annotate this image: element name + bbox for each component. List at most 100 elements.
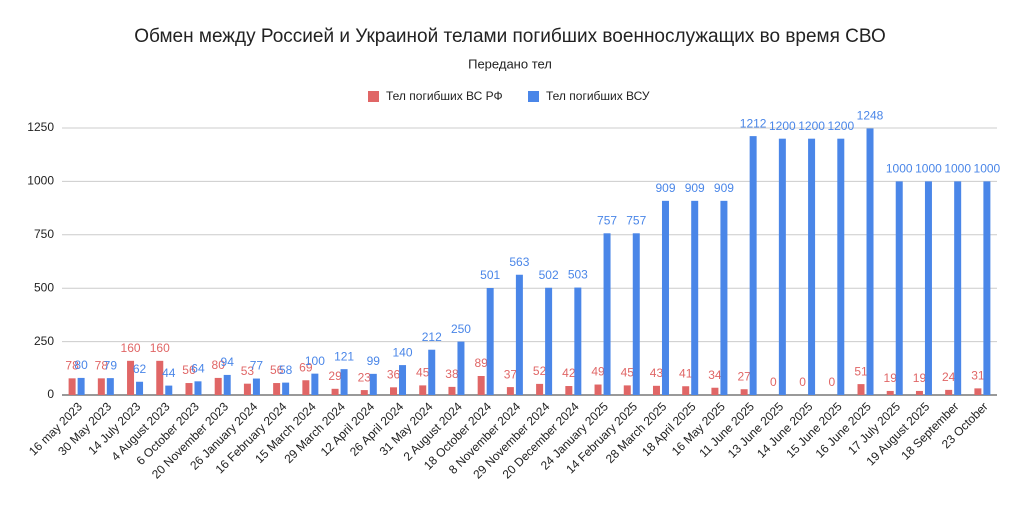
y-tick-label: 0 (47, 387, 54, 401)
value-label: 503 (568, 268, 588, 282)
value-label: 757 (597, 213, 617, 227)
bar (711, 387, 719, 395)
value-label: 0 (828, 375, 835, 389)
bar (720, 200, 728, 395)
bar (311, 373, 319, 395)
value-label: 1000 (944, 162, 971, 176)
value-label: 69 (299, 360, 313, 374)
value-label: 160 (150, 341, 170, 355)
value-label: 51 (854, 364, 868, 378)
value-label: 78 (95, 359, 109, 373)
legend-swatch (528, 91, 539, 102)
value-label: 41 (679, 366, 693, 380)
bar (661, 200, 669, 395)
value-label: 79 (104, 358, 118, 372)
value-label: 36 (387, 367, 401, 381)
value-label: 58 (279, 363, 293, 377)
bar (127, 360, 135, 395)
value-label: 909 (714, 181, 734, 195)
value-label: 757 (626, 213, 646, 227)
value-label: 89 (474, 356, 488, 370)
y-tick-label: 1250 (27, 120, 54, 134)
legend-label: Тел погибших ВСУ (546, 89, 650, 103)
value-label: 56 (270, 363, 284, 377)
value-label: 80 (212, 358, 226, 372)
bar (682, 386, 690, 395)
bar (924, 181, 932, 395)
value-label: 160 (121, 341, 141, 355)
value-label: 31 (971, 369, 985, 383)
value-label: 24 (942, 370, 956, 384)
value-label: 100 (305, 354, 325, 368)
bar (506, 387, 514, 395)
y-tick-label: 750 (34, 227, 54, 241)
bar (857, 384, 865, 395)
value-label: 140 (393, 345, 413, 359)
bar (97, 378, 105, 395)
bar (983, 181, 991, 395)
value-label: 99 (367, 354, 381, 368)
value-label: 563 (509, 255, 529, 269)
bar (185, 383, 193, 395)
value-label: 1212 (740, 116, 767, 130)
bar (594, 384, 602, 395)
value-label: 38 (445, 367, 459, 381)
bar (340, 369, 348, 395)
y-tick-label: 500 (34, 280, 54, 294)
legend-label: Тел погибших ВС РФ (386, 89, 503, 103)
bar (457, 341, 465, 395)
bar (156, 360, 164, 395)
bar (691, 200, 699, 395)
value-label: 23 (358, 370, 372, 384)
legend-swatch (368, 91, 379, 102)
bar (390, 387, 398, 395)
value-label: 52 (533, 364, 547, 378)
bar (603, 233, 611, 395)
bar (165, 385, 173, 395)
bar (945, 389, 953, 395)
bar (574, 287, 582, 395)
bar (536, 383, 544, 395)
bar (486, 287, 494, 395)
bar (623, 385, 631, 395)
bar (252, 378, 260, 395)
value-label: 909 (655, 181, 675, 195)
value-label: 121 (334, 349, 354, 363)
value-label: 45 (416, 366, 430, 380)
value-label: 0 (799, 375, 806, 389)
value-label: 250 (451, 322, 471, 336)
bar (223, 374, 231, 395)
value-label: 27 (737, 369, 751, 383)
bar (808, 138, 816, 395)
bar (428, 349, 436, 395)
bar (68, 378, 76, 395)
bar (448, 386, 456, 395)
bar (360, 390, 368, 395)
bar (632, 233, 640, 395)
chart-title: Обмен между Россией и Украиной телами по… (134, 26, 885, 47)
value-label: 43 (650, 366, 664, 380)
chart-subtitle: Передано тел (468, 56, 552, 71)
bar (282, 382, 290, 395)
bar (77, 377, 85, 395)
bar (331, 388, 339, 395)
value-label: 42 (562, 366, 576, 380)
bar (136, 381, 144, 395)
value-label: 78 (65, 359, 79, 373)
value-label: 1000 (974, 162, 1001, 176)
value-label: 34 (708, 368, 722, 382)
value-label: 45 (621, 366, 635, 380)
bar (565, 386, 573, 395)
bar (302, 380, 310, 395)
value-label: 80 (74, 358, 88, 372)
bar (477, 375, 485, 395)
bar (273, 383, 281, 395)
value-label: 64 (191, 362, 205, 376)
value-label: 44 (162, 366, 176, 380)
value-label: 909 (685, 181, 705, 195)
value-label: 49 (591, 365, 605, 379)
bar (837, 138, 845, 395)
value-label: 501 (480, 268, 500, 282)
bar (194, 381, 202, 395)
value-label: 1200 (769, 119, 796, 133)
